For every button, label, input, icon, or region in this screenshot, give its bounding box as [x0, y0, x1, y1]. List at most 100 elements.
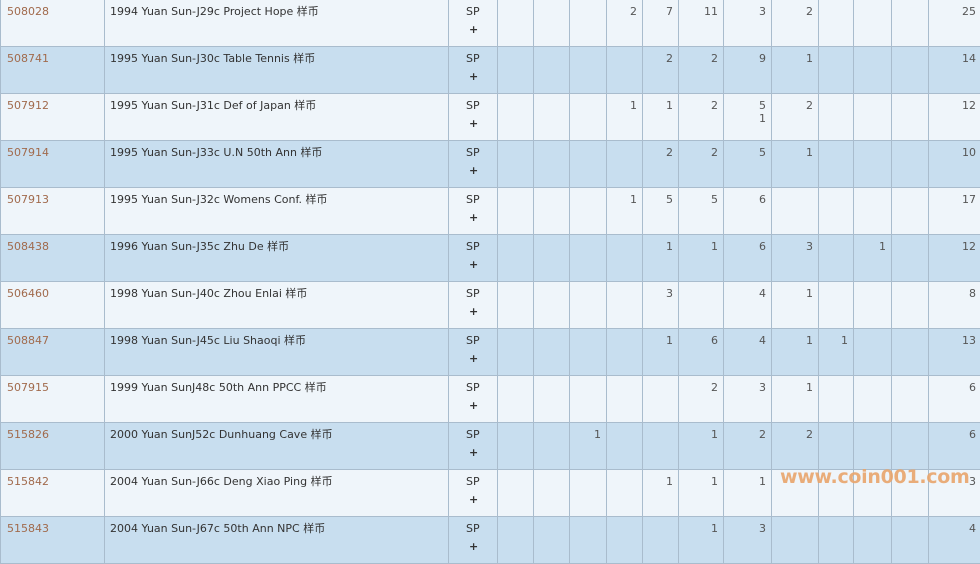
grade-count-cell — [892, 141, 929, 188]
grade-cell: SP + — [449, 0, 498, 47]
grade-label: SP — [466, 193, 480, 206]
plus-icon[interactable]: + — [466, 493, 492, 506]
grade-count-cell — [534, 376, 570, 423]
grade-count-cell — [570, 329, 607, 376]
cert-id-link[interactable]: 515826 — [1, 423, 105, 470]
cert-id-link[interactable]: 515843 — [1, 517, 105, 564]
grade-cell: SP+ — [449, 376, 498, 423]
coin-description: 1995 Yuan Sun-J33c U.N 50th Ann 样币 — [105, 141, 449, 188]
plus-icon[interactable]: + — [466, 23, 492, 36]
cert-id-link[interactable]: 508847 — [1, 329, 105, 376]
grade-count-cell — [892, 517, 929, 564]
grade-count-cell — [819, 188, 854, 235]
grade-count-cell: 1 — [643, 235, 679, 282]
grade-count-cell — [570, 141, 607, 188]
plus-icon[interactable]: + — [466, 540, 492, 553]
grade-count-cell — [534, 282, 570, 329]
grade-count-cell — [819, 0, 854, 47]
grade-count-cell — [892, 0, 929, 47]
plus-icon[interactable]: + — [466, 258, 492, 271]
grade-count-cell: 1 — [607, 94, 643, 141]
grade-count-cell — [570, 47, 607, 94]
plus-icon[interactable]: + — [466, 164, 492, 177]
coin-description: 2004 Yuan Sun-J66c Deng Xiao Ping 样币 — [105, 470, 449, 517]
plus-icon[interactable]: + — [466, 352, 492, 365]
cert-id-link[interactable]: 507913 — [1, 188, 105, 235]
grade-count-cell — [819, 282, 854, 329]
grade-count-cell: 3 — [643, 282, 679, 329]
grade-count-cell: 1 — [607, 188, 643, 235]
total-count: 12 — [929, 94, 980, 141]
grade-count-cell — [854, 282, 892, 329]
grade-count-cell: 6 — [679, 329, 724, 376]
coin-description: 1995 Yuan Sun-J32c Womens Conf. 样币 — [105, 188, 449, 235]
coin-description: 1995 Yuan Sun-J30c Table Tennis 样币 — [105, 47, 449, 94]
grade-cell: SP+ — [449, 517, 498, 564]
grade-count-cell: 2 — [724, 423, 772, 470]
grade-cell: SP+ — [449, 423, 498, 470]
grade-count-cell — [854, 141, 892, 188]
grade-count-cell: 1 — [772, 141, 819, 188]
grade-count-cell — [498, 94, 534, 141]
cert-id-link[interactable]: 506460 — [1, 282, 105, 329]
grade-count-cell: 2 — [772, 0, 819, 47]
grade-count-cell — [570, 235, 607, 282]
plus-icon[interactable]: + — [466, 446, 492, 459]
grade-count-cell: 2 — [643, 47, 679, 94]
cert-id-link[interactable]: 508741 — [1, 47, 105, 94]
cert-id-link[interactable]: 508028 — [1, 0, 105, 47]
grade-count-cell: 4 — [724, 282, 772, 329]
plus-icon[interactable]: + — [466, 399, 492, 412]
grade-count-cell — [498, 329, 534, 376]
grade-count-cell — [570, 282, 607, 329]
grade-count-cell — [570, 517, 607, 564]
cert-id-link[interactable]: 507915 — [1, 376, 105, 423]
grade-count-cell — [570, 94, 607, 141]
cert-id-link[interactable]: 508438 — [1, 235, 105, 282]
coin-description: 1995 Yuan Sun-J31c Def of Japan 样币 — [105, 94, 449, 141]
plus-icon[interactable]: + — [466, 211, 492, 224]
grade-count-cell: 9 — [724, 47, 772, 94]
cert-id-link[interactable]: 507914 — [1, 141, 105, 188]
cert-id-link[interactable]: 515842 — [1, 470, 105, 517]
grade-count-cell — [498, 376, 534, 423]
grade-count-cell — [534, 94, 570, 141]
grade-count-cell — [607, 423, 643, 470]
grade-count-cell — [854, 0, 892, 47]
grade-count-cell: 5 — [643, 188, 679, 235]
grade-count-cell: 6 — [724, 235, 772, 282]
grade-cell: SP+ — [449, 470, 498, 517]
total-count: 17 — [929, 188, 980, 235]
grade-count-cell: 1 — [819, 329, 854, 376]
total-count: 12 — [929, 235, 980, 282]
cert-id-link[interactable]: 507912 — [1, 94, 105, 141]
grade-count-cell — [854, 517, 892, 564]
grade-label: SP — [466, 334, 480, 347]
grade-count-cell — [534, 329, 570, 376]
grade-count-cell: 2 — [679, 94, 724, 141]
coin-description: 1999 Yuan SunJ48c 50th Ann PPCC 样币 — [105, 376, 449, 423]
grade-count-cell: 5 — [679, 188, 724, 235]
grade-count-cell — [607, 517, 643, 564]
grade-count-cell: 7 — [643, 0, 679, 47]
plus-icon[interactable]: + — [466, 70, 492, 83]
grade-count-cell — [643, 517, 679, 564]
plus-icon[interactable]: + — [466, 117, 492, 130]
coin-description: 1998 Yuan Sun-J45c Liu Shaoqi 样币 — [105, 329, 449, 376]
grade-label: SP — [466, 5, 480, 18]
grade-count-cell — [819, 235, 854, 282]
grade-count-cell — [570, 376, 607, 423]
grade-count-cell — [892, 94, 929, 141]
grade-count-cell — [607, 329, 643, 376]
grade-count-cell — [892, 423, 929, 470]
grade-count-cell — [534, 235, 570, 282]
grade-count-cell: 2 — [772, 94, 819, 141]
grade-count-cell: 1 — [679, 423, 724, 470]
grade-count-cell — [854, 188, 892, 235]
plus-icon[interactable]: + — [466, 305, 492, 318]
